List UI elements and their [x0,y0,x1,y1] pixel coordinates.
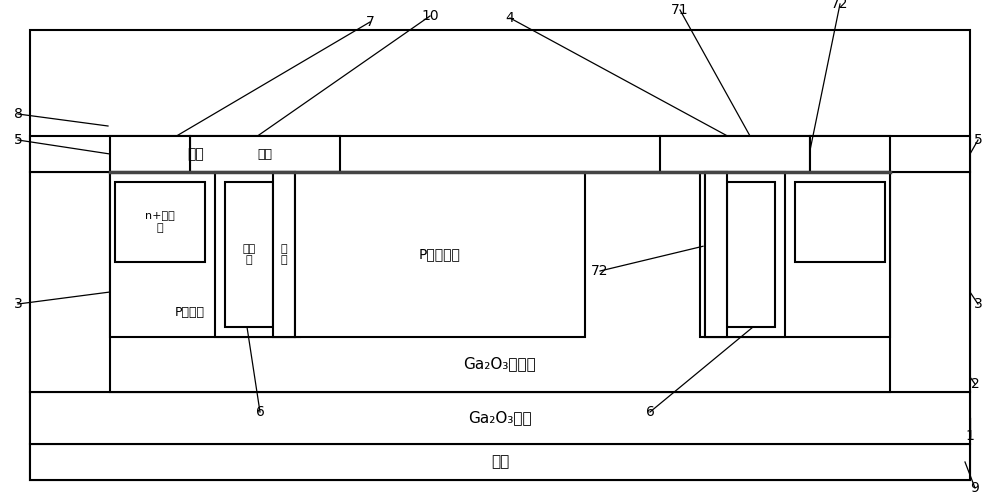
Text: 7: 7 [366,15,374,29]
Text: 5: 5 [14,133,22,147]
Text: n+型源
区: n+型源 区 [145,211,175,233]
Bar [30,172,970,392]
Text: Ga₂O₃外延层: Ga₂O₃外延层 [464,357,536,372]
Bar [727,182,775,327]
Text: P型阱区: P型阱区 [175,305,205,319]
Bar [215,172,295,337]
Text: 8: 8 [14,107,22,121]
Bar [705,172,727,337]
Bar [795,182,885,262]
Text: 3: 3 [14,297,22,311]
Text: 71: 71 [671,3,689,17]
Text: 72: 72 [591,264,609,278]
Bar [115,182,205,262]
Bar [190,136,340,172]
Bar [110,172,300,337]
Text: 5: 5 [974,133,982,147]
Bar [700,172,890,337]
Text: 1: 1 [966,429,974,443]
Text: 6: 6 [256,405,264,419]
Text: 72: 72 [831,0,849,11]
Text: 顶栅: 顶栅 [258,147,272,160]
Text: 3: 3 [974,297,982,311]
Bar [30,136,970,172]
Bar [30,444,970,480]
Text: Ga₂O₃衬底: Ga₂O₃衬底 [468,410,532,425]
Bar [810,136,890,172]
Bar [273,172,295,337]
Text: 漏极: 漏极 [491,455,509,470]
Text: 4: 4 [506,11,514,25]
Bar [110,136,190,172]
Bar [225,182,273,327]
Bar [110,172,890,392]
Text: 9: 9 [971,481,979,495]
Bar [660,136,810,172]
Text: 沟道
区: 沟道 区 [242,244,256,265]
Text: 2: 2 [971,377,979,391]
Text: 6: 6 [646,405,654,419]
Bar [30,392,970,444]
Text: P型控制区: P型控制区 [419,248,461,261]
Text: 10: 10 [421,9,439,23]
Text: 侧
栅: 侧 栅 [281,244,287,265]
Text: 源极: 源极 [187,147,204,161]
Bar [705,172,785,337]
Bar [295,172,585,337]
